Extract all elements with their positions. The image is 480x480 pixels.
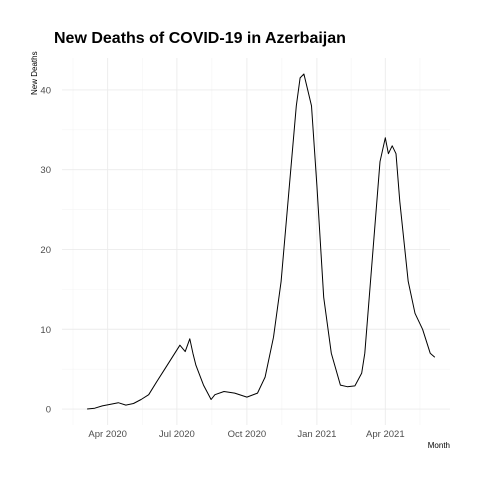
y-tick-label: 40 [40, 85, 51, 96]
y-tick-label: 10 [40, 325, 51, 336]
y-axis-tick-labels: 0 10 20 30 40 [40, 85, 51, 415]
x-axis-tick-labels: Apr 2020 Jul 2020 Oct 2020 Jan 2021 Apr 2021 [88, 429, 404, 440]
series-line-new-deaths [87, 73, 436, 410]
grid [62, 58, 450, 425]
y-tick-label: 20 [40, 245, 51, 256]
x-tick-label: Jul 2020 [159, 429, 195, 440]
x-axis-title: Month [428, 441, 450, 450]
x-tick-label: Apr 2020 [88, 429, 127, 440]
x-tick-label: Oct 2020 [228, 429, 267, 440]
x-tick-label: Apr 2021 [366, 429, 405, 440]
x-tick-label: Jan 2021 [297, 429, 336, 440]
y-tick-label: 30 [40, 165, 51, 176]
y-axis-title: New Deaths [30, 51, 39, 95]
y-tick-label: 0 [46, 405, 51, 416]
chart-title: New Deaths of COVID-19 in Azerbaijan [54, 30, 346, 47]
